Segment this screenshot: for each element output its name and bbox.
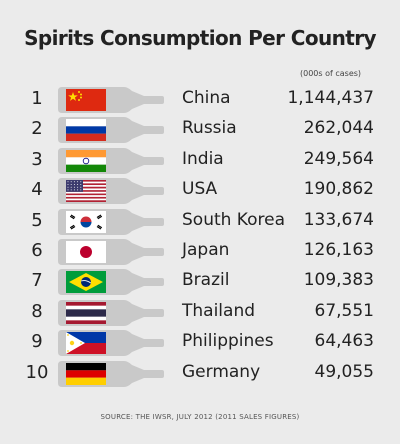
table-row: 3 India 249,564 (0, 146, 400, 176)
table-row: 2 Russia 262,044 (0, 115, 400, 145)
south-korea-flag-icon (66, 210, 106, 233)
germany-flag-icon (66, 362, 106, 385)
table-row: 4 USA 190,862 (0, 176, 400, 206)
russia-flag-icon (66, 119, 106, 142)
table-row: 6 Japan 126,163 (0, 237, 400, 267)
value-label: 64,463 (314, 331, 374, 352)
value-label: 249,564 (303, 148, 374, 169)
rank-label: 9 (31, 331, 43, 353)
table-row: 10 Germany 49,055 (0, 359, 400, 389)
rank-label: 4 (31, 179, 43, 201)
table-row: 5 South Korea 133,674 (0, 207, 400, 237)
rank-label: 7 (31, 270, 43, 292)
value-label: 67,551 (314, 300, 374, 321)
country-label: Brazil (182, 270, 230, 291)
table-row: 7 Brazil 109,383 (0, 267, 400, 297)
country-label: USA (182, 179, 218, 200)
country-label: Thailand (182, 300, 256, 321)
country-label: Germany (182, 361, 261, 382)
brazil-flag-icon (66, 271, 106, 294)
country-label: Japan (182, 240, 230, 260)
country-label: Philippines (182, 331, 274, 352)
country-label: China (182, 88, 231, 108)
country-label: South Korea (182, 209, 286, 230)
rank-label: 3 (31, 148, 43, 170)
source-note: SOURCE: THE IWSR, JULY 2012 (2011 SALES … (100, 413, 300, 421)
value-label: 49,055 (314, 361, 374, 382)
value-label: 109,383 (303, 270, 374, 291)
rank-label: 6 (31, 240, 43, 261)
rank-label: 2 (31, 118, 43, 140)
rank-label: 5 (31, 209, 43, 231)
rank-label: 10 (25, 361, 49, 383)
rank-label: 1 (31, 88, 43, 109)
table-row: 1 China 1,144,437 (0, 85, 400, 115)
india-flag-icon (66, 149, 106, 172)
philippines-flag-icon (66, 332, 106, 355)
country-label: Russia (182, 118, 237, 139)
unit-note: (000s of cases) (300, 69, 362, 78)
chart-title: Spirits Consumption Per Country (24, 26, 376, 50)
value-label: 262,044 (303, 118, 374, 139)
japan-flag-icon (66, 241, 106, 263)
value-label: 190,862 (303, 179, 374, 200)
table-row: 9 Philippines 64,463 (0, 328, 400, 358)
value-label: 126,163 (303, 240, 374, 260)
china-flag-icon (66, 89, 106, 111)
table-row: 8 Thailand 67,551 (0, 298, 400, 328)
value-label: 1,144,437 (287, 88, 374, 108)
usa-flag-icon (66, 180, 106, 203)
value-label: 133,674 (303, 209, 374, 230)
rank-label: 8 (31, 300, 43, 322)
thailand-flag-icon (66, 301, 106, 324)
country-label: India (182, 148, 224, 169)
